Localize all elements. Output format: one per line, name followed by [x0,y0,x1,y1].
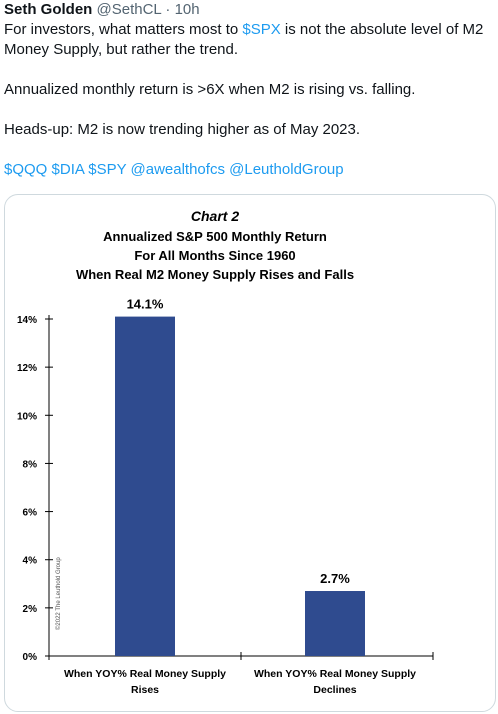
y-tick-label: 12% [17,363,37,374]
y-tick-label: 2% [23,604,38,615]
tweet-time[interactable]: 10h [174,1,200,18]
tweet-text: For investors, what matters most to $SPX… [4,20,494,180]
y-tick-label: 6% [23,508,38,519]
cashtag-qqq[interactable]: $QQQ [4,161,48,178]
bar [305,591,365,656]
author-handle[interactable]: @SethCL [96,1,162,18]
cashtag-dia[interactable]: $DIA [51,161,85,178]
chart-subtitle-line-2: For All Months Since 1960 [134,248,295,263]
bar [115,316,175,656]
chart-subtitle-line-1: Annualized S&P 500 Monthly Return [103,229,327,244]
paragraph-text: is not the absolute level of M2 Money Su… [4,21,484,58]
chart-bars: 14.1% When YOY% Real Money Supply Rises 2.7… [64,297,416,696]
x-tick-label: When YOY% Real Money Supply [254,668,416,680]
x-tick-label: Rises [131,684,159,696]
paragraph-text: For investors, what matters most to [4,21,243,38]
separator-dot: · [165,1,171,18]
chart-svg: Chart 2 Annualized S&P 500 Monthly Retur… [17,208,434,696]
chart-subtitle-line-3: When Real M2 Money Supply Rises and Fall… [76,267,354,282]
author-name[interactable]: Seth Golden [4,1,93,18]
y-tick-label: 14% [17,315,37,326]
mention-leutholdgroup[interactable]: @LeutholdGroup [229,161,344,178]
chart-axes: 0% 2% 4% 6% 8% 10% 12% 14% [17,315,434,663]
bar-value-label: 14.1% [127,297,164,312]
chart-copyright: ©2022 The Leuthold Group [55,557,62,630]
cashtag-spx[interactable]: $SPX [242,21,281,38]
chart-image[interactable]: Chart 2 Annualized S&P 500 Monthly Retur… [4,194,496,712]
cashtag-spy[interactable]: $SPY [88,161,127,178]
x-tick-label: Declines [313,684,356,696]
y-tick-label: 8% [23,459,38,470]
tweet-header: Seth Golden @SethCL · 10h [4,0,494,20]
y-tick-label: 4% [23,556,38,567]
mention-awealthofcs[interactable]: @awealthofcs [130,161,225,178]
tweet-paragraph-2: Annualized monthly return is >6X when M2… [4,81,416,98]
y-tick-label: 0% [23,652,38,663]
chart-title: Chart 2 [191,208,239,224]
tweet-tags: $QQQ $DIA $SPY @awealthofcs @LeutholdGro… [4,160,494,180]
tweet-paragraph-3: Heads-up: M2 is now trending higher as o… [4,121,361,138]
y-tick-label: 10% [17,411,37,422]
tweet-paragraph-1: For investors, what matters most to $SPX… [4,20,498,60]
bar-value-label: 2.7% [320,571,350,586]
tweet: Seth Golden @SethCL · 10h For investors,… [4,0,494,180]
x-tick-label: When YOY% Real Money Supply [64,668,226,680]
